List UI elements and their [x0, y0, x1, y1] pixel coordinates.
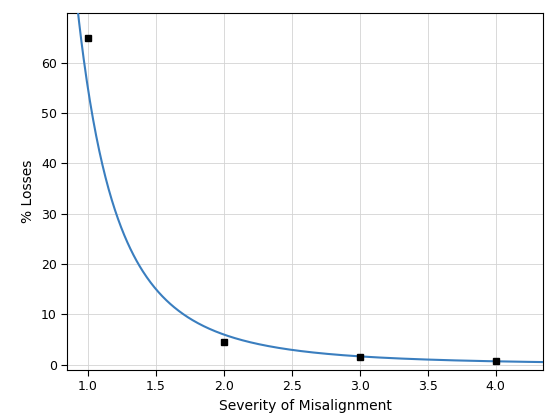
X-axis label: Severity of Misalignment: Severity of Misalignment [219, 399, 391, 412]
Y-axis label: % Losses: % Losses [21, 160, 35, 223]
